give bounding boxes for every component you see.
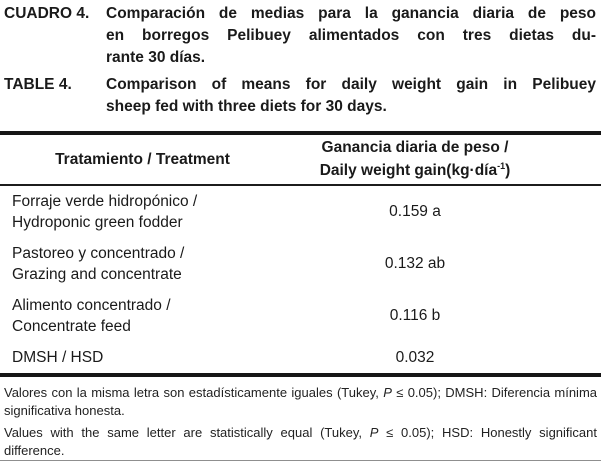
value-cell: 0.132 ab [384,255,446,272]
header-gain-line1: Ganancia diaria de peso / [321,139,509,157]
caption-label-es: CUADRO 4. [4,5,90,22]
caption-line: en borregos Pelibuey alimentados con tre… [106,27,596,44]
treatment-line: Alimento concentrado / [12,297,171,314]
treatment-line: Concentrate feed [12,318,131,335]
table-header-row: Tratamiento / Treatment Ganancia diaria … [0,135,601,184]
caption-line: rante 30 días. [106,49,206,66]
treatment-line: Hydroponic green fodder [12,214,183,231]
caption-line: Comparación de medias para la ganancia d… [106,5,596,22]
table-row: Forraje verde hidropónico / Hydroponic g… [0,186,601,238]
table-caption-es: CUADRO 4. Comparación de medias para la … [0,3,601,69]
header-daily-weight-gain: Ganancia diaria de peso / Daily weight g… [285,138,545,180]
treatment-line: Pastoreo y concentrado / [12,245,185,262]
treatment-cell: DMSH / HSD [0,347,285,368]
header-treatment: Tratamiento / Treatment [55,150,230,168]
italic-p-symbol: P [369,425,379,440]
value-cell: 0.116 b [389,307,441,324]
treatment-cell: Forraje verde hidropónico / Hydroponic g… [0,191,285,233]
caption-line: sheep fed with three diets for 30 days. [106,98,387,115]
caption-label-en: TABLE 4. [4,76,72,93]
header-separator-rule [0,184,601,186]
value-cell: 0.159 a [389,203,441,220]
footnote-en: Values with the same letter are statisti… [4,425,597,458]
italic-p-symbol: P [383,385,392,400]
footnotes: Valores con la misma letra son estadísti… [0,377,601,459]
value-cell: 0.032 [395,348,435,366]
table-top-rule [0,131,601,135]
treatment-cell: Alimento concentrado / Concentrate feed [0,295,285,337]
page-bottom-rule [0,460,601,461]
treatment-line: DMSH / HSD [12,349,104,366]
footnote-es: Valores con la misma letra son estadísti… [4,385,598,418]
treatment-line: Forraje verde hidropónico / [12,193,198,210]
table-row: Pastoreo y concentrado / Grazing and con… [0,238,601,290]
table-caption-en: TABLE 4. Comparison of means for daily w… [0,74,601,118]
header-gain-line2: Daily weight gain(kg·día-1) [319,161,511,180]
treatment-line: Grazing and concentrate [12,266,182,283]
caption-line: Comparison of means for daily weight gai… [106,76,596,93]
table-bottom-rule [0,373,601,377]
table-row: Alimento concentrado / Concentrate feed … [0,290,601,342]
treatment-cell: Pastoreo y concentrado / Grazing and con… [0,243,285,285]
table-row: DMSH / HSD 0.032 [0,342,601,373]
superscript-exponent: -1 [497,161,506,172]
